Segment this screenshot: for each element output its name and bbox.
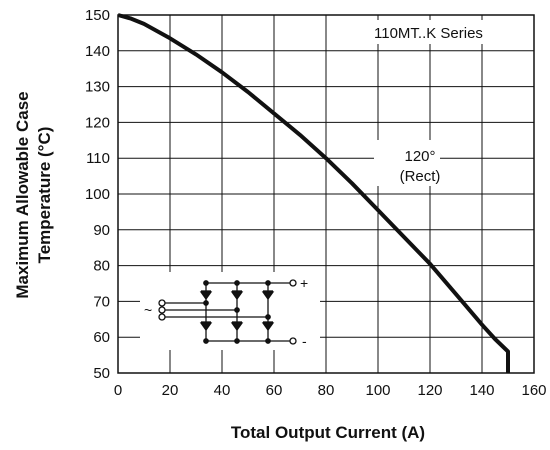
curve-annotation-type: (Rect) (400, 168, 441, 185)
y-axis-title-line-1: Maximum Allowable Case (13, 91, 32, 298)
x-axis-title: Total Output Current (A) (231, 423, 425, 442)
y-tick-label: 140 (85, 43, 110, 60)
curve-annotation-box (374, 140, 440, 186)
y-tick-label: 150 (85, 7, 110, 24)
y-tick-label: 60 (93, 329, 110, 346)
node-dot (203, 280, 209, 286)
diode-upper-2 (230, 291, 244, 301)
node-dot (234, 280, 240, 286)
node-dot (203, 300, 209, 306)
x-tick-labels: 0 20 40 60 80 100 120 140 160 (114, 382, 547, 399)
x-tick-label: 140 (469, 382, 494, 399)
node-dot (234, 307, 240, 313)
x-tick-label: 0 (114, 382, 122, 399)
y-axis-title-line-2: Temperature (°C) (35, 127, 54, 264)
diode-lower-3 (261, 322, 275, 332)
y-tick-label: 110 (86, 150, 110, 167)
node-dot (265, 338, 271, 344)
diode-upper-3 (261, 291, 275, 301)
x-tick-label: 100 (365, 382, 390, 399)
plot-frame (117, 14, 535, 374)
series-label: 110MT..K Series (374, 25, 483, 42)
ac-terminal-3 (158, 313, 166, 321)
positive-terminal (289, 279, 297, 287)
node-dot (265, 280, 271, 286)
node-dot (265, 314, 271, 320)
y-tick-label: 70 (93, 293, 110, 310)
series-line (117, 13, 510, 373)
diode-lower-2 (230, 322, 244, 332)
y-tick-label: 130 (85, 79, 110, 96)
ac-terminal-1 (158, 299, 166, 307)
diode-upper-1 (199, 291, 213, 301)
x-tick-label: 20 (162, 382, 179, 399)
schematic-plus-label: + (300, 275, 308, 291)
series-label-box (364, 20, 514, 44)
bridge-rectifier-schematic (140, 272, 320, 350)
y-tick-label: 100 (85, 186, 110, 203)
y-tick-label: 50 (93, 365, 110, 382)
schematic-minus-label: - (302, 333, 307, 349)
diode-lower-1 (199, 322, 213, 332)
curve-annotation-angle: 120° (404, 148, 435, 165)
schematic-ac-label: ~ (144, 302, 152, 318)
x-tick-label: 60 (266, 382, 283, 399)
y-tick-label: 120 (85, 114, 110, 131)
x-tick-label: 40 (214, 382, 231, 399)
data-series (117, 13, 510, 373)
node-dot (234, 338, 240, 344)
y-tick-label: 90 (93, 222, 110, 239)
y-tick-labels: 50 60 70 80 90 100 110 120 130 140 150 (85, 7, 110, 382)
negative-terminal (289, 337, 297, 345)
ac-terminal-2 (158, 306, 166, 314)
x-tick-label: 80 (318, 382, 335, 399)
x-tick-label: 120 (417, 382, 442, 399)
x-tick-label: 160 (521, 382, 546, 399)
node-dot (203, 338, 209, 344)
y-tick-label: 80 (93, 258, 110, 275)
